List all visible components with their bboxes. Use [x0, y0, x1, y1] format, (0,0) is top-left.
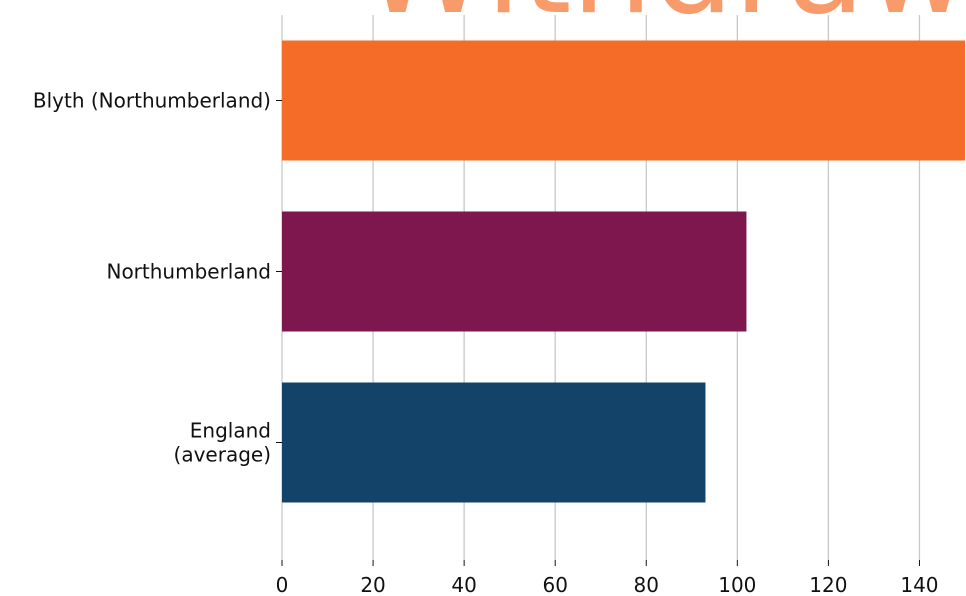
bar — [282, 382, 706, 503]
category-label: Northumberland — [106, 260, 271, 284]
x-tick-label: 120 — [809, 573, 847, 596]
x-axis: 0 20 40 60 80 100 120 140 — [276, 560, 939, 596]
x-tick-label: 0 — [276, 573, 289, 596]
x-tick-label: 40 — [451, 573, 476, 596]
x-tick-label: 140 — [900, 573, 938, 596]
category-label: Blyth (Northumberland) — [33, 89, 271, 113]
bar — [282, 211, 747, 332]
bars — [282, 40, 965, 503]
x-tick-label: 80 — [634, 573, 659, 596]
watermark-text: Withdrawn — [362, 0, 966, 43]
bar — [282, 40, 965, 161]
x-tick-label: 100 — [718, 573, 756, 596]
category-label: England (average) — [174, 419, 271, 467]
x-tick-label: 20 — [360, 573, 385, 596]
y-axis: Blyth (Northumberland) Northumberland Engl… — [33, 89, 282, 467]
x-tick-label: 60 — [542, 573, 567, 596]
